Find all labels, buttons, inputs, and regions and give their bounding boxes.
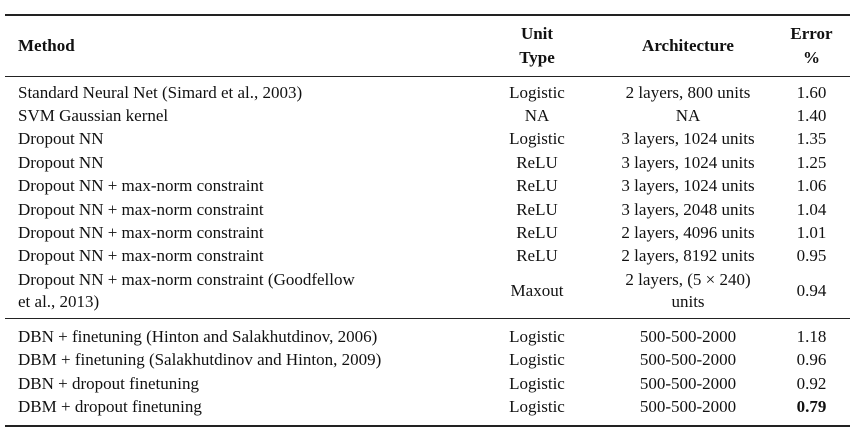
architecture-cell: 2 layers, 8192 units <box>621 246 755 266</box>
architecture-cell: 3 layers, 1024 units <box>621 176 755 196</box>
method-cell: Dropout NN + max-norm constraint (Goodfe… <box>5 268 483 319</box>
header-unit-type: Unit Type <box>483 15 591 77</box>
error-cell: 0.95 <box>796 246 827 266</box>
method-cell: DBN + dropout finetuning <box>18 373 199 393</box>
group-1: Standard Neural Net (Simard et al., 2003… <box>5 77 850 319</box>
method-cell: Dropout NN + max-norm constraint <box>18 223 264 243</box>
header-method: Method <box>18 36 75 55</box>
unit-type-cell: Logistic <box>509 326 565 346</box>
method-cell: SVM Gaussian kernel <box>18 106 169 126</box>
method-cell: Dropout NN + max-norm constraint <box>18 199 264 219</box>
error-cell: 1.25 <box>796 152 827 172</box>
error-cell: 0.79 <box>796 396 827 416</box>
unit-type-cell: Logistic <box>509 350 565 370</box>
method-cell: DBM + dropout finetuning <box>18 396 202 416</box>
method-cell: Dropout NN <box>18 129 104 149</box>
header-error-line1: Error <box>790 24 833 43</box>
method-cell-line: et al., 2013) <box>18 292 100 312</box>
header-unit-line2: Type <box>519 48 555 67</box>
architecture-cell: 3 layers, 1024 units <box>621 129 755 149</box>
table-row: DBM + finetuning (Salakhutdinov and Hint… <box>5 349 850 372</box>
header-error-line2: % <box>803 48 820 67</box>
unit-type-cell: ReLU <box>516 152 558 172</box>
method-cell: Dropout NN + max-norm constraint <box>18 176 264 196</box>
table-row: Dropout NN + max-norm constraint ReLU 2 la… <box>5 221 850 244</box>
table-row: Dropout NN ReLU 3 layers, 1024 units 1.25 <box>5 151 850 174</box>
architecture-cell: 500-500-2000 <box>639 326 737 346</box>
table-row: Dropout NN Logistic 3 layers, 1024 units 1.… <box>5 128 850 151</box>
error-cell: 1.06 <box>796 176 827 196</box>
header-error: Error% <box>785 15 850 77</box>
unit-type-cell: ReLU <box>516 223 558 243</box>
unit-type-cell: Logistic <box>509 396 565 416</box>
header-unit-line1: Unit <box>520 24 554 43</box>
table-row: Dropout NN + max-norm constraint ReLU 3 la… <box>5 175 850 198</box>
results-table: Method Unit Type Architecture Error% Stan… <box>5 14 850 427</box>
method-cell: DBM + finetuning (Salakhutdinov and Hint… <box>18 350 382 370</box>
header-row: Method Unit Type Architecture Error% <box>5 15 850 77</box>
table-row: DBM + dropout finetuning Logistic 500-500-… <box>5 395 850 426</box>
architecture-cell: 500-500-2000 <box>639 350 737 370</box>
table-row: Dropout NN + max-norm constraint ReLU 3 la… <box>5 198 850 221</box>
method-cell: Standard Neural Net (Simard et al., 2003… <box>18 82 303 102</box>
architecture-cell-line: 2 layers, (5 × 240) <box>625 270 751 290</box>
error-cell: 1.35 <box>796 129 827 149</box>
table-row: Standard Neural Net (Simard et al., 2003… <box>5 77 850 105</box>
error-cell: 1.01 <box>796 223 827 243</box>
error-cell: 1.40 <box>796 106 827 126</box>
table-row: Dropout NN + max-norm constraint ReLU 2 la… <box>5 245 850 268</box>
error-cell: 0.92 <box>796 373 827 393</box>
architecture-cell: 2 layers, 4096 units <box>621 223 755 243</box>
architecture-cell: 2 layers, 800 units <box>625 82 751 102</box>
unit-type-cell: ReLU <box>516 246 558 266</box>
architecture-cell: 2 layers, (5 × 240) units <box>591 268 785 319</box>
table-row: Dropout NN + max-norm constraint (Goodfe… <box>5 268 850 319</box>
table-row: DBN + finetuning (Hinton and Salakhutdin… <box>5 319 850 349</box>
error-cell: 1.18 <box>796 326 827 346</box>
architecture-cell-line: units <box>671 292 705 312</box>
unit-type-cell: ReLU <box>516 199 558 219</box>
method-cell: DBN + finetuning (Hinton and Salakhutdin… <box>18 326 378 346</box>
architecture-cell: 500-500-2000 <box>639 396 737 416</box>
architecture-cell: 500-500-2000 <box>639 373 737 393</box>
unit-type-cell: Logistic <box>509 129 565 149</box>
unit-type-cell: Logistic <box>509 373 565 393</box>
unit-type-cell: Logistic <box>509 82 565 102</box>
error-cell: 0.94 <box>796 281 827 301</box>
method-cell-line: Dropout NN + max-norm constraint (Goodfe… <box>18 270 355 290</box>
table-row: SVM Gaussian kernel NA NA 1.40 <box>5 104 850 127</box>
error-cell: 0.96 <box>796 350 827 370</box>
error-cell: 1.04 <box>796 199 827 219</box>
group-2: DBN + finetuning (Hinton and Salakhutdin… <box>5 319 850 426</box>
method-cell: Dropout NN <box>18 152 104 172</box>
header-architecture: Architecture <box>642 36 734 55</box>
unit-type-cell: Maxout <box>510 281 564 301</box>
unit-type-cell: ReLU <box>516 176 558 196</box>
architecture-cell: 3 layers, 2048 units <box>621 199 755 219</box>
architecture-cell: NA <box>675 106 701 126</box>
error-cell: 1.60 <box>796 82 827 102</box>
unit-type-cell: NA <box>524 106 550 126</box>
method-cell: Dropout NN + max-norm constraint <box>18 246 264 266</box>
architecture-cell: 3 layers, 1024 units <box>621 152 755 172</box>
table-row: DBN + dropout finetuning Logistic 500-500-… <box>5 372 850 395</box>
